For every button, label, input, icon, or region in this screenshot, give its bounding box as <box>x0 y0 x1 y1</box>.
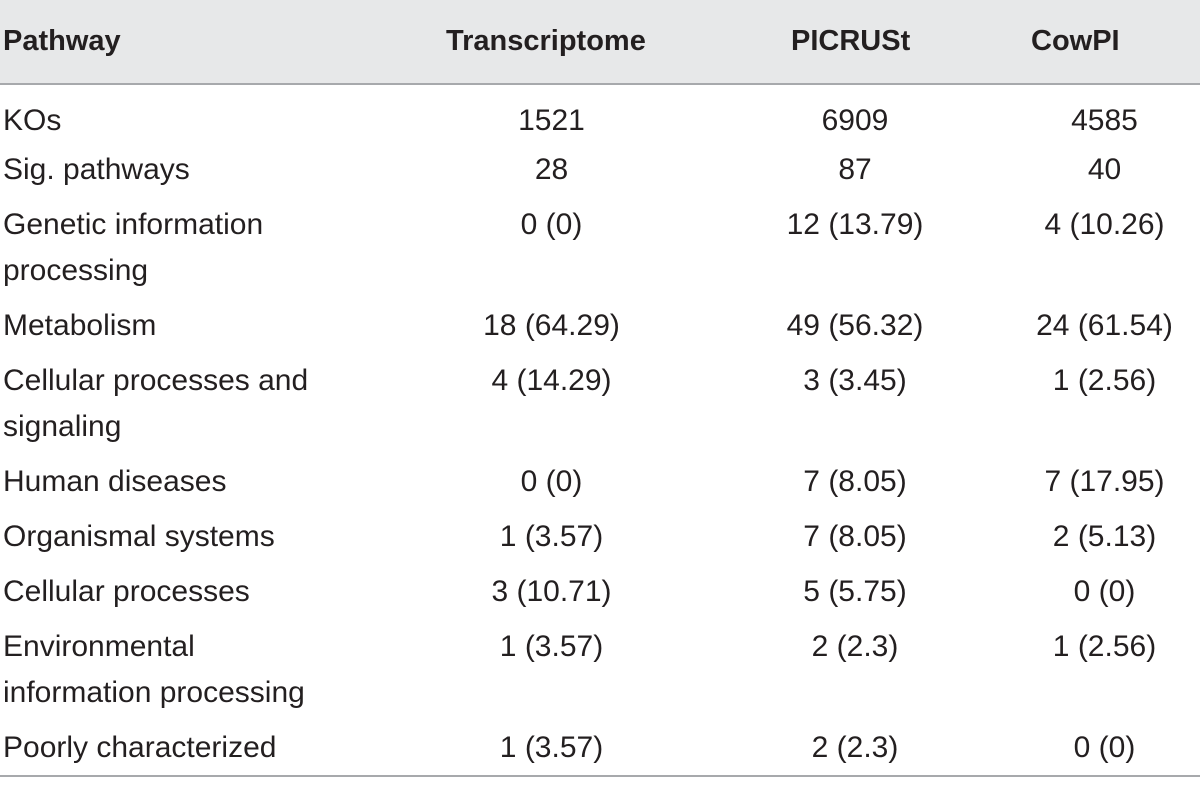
cell-picrust: 49 (56.32) <box>786 309 924 342</box>
pathway-table: Pathway Transcriptome PICRUSt CowPI KOs … <box>0 0 1200 777</box>
cell-transcriptome: 18 (64.29) <box>483 309 620 342</box>
cell-transcriptome: 0 (0) <box>520 208 583 241</box>
cell-pathway: Metabolism <box>3 309 157 342</box>
header-cowpi: CowPI <box>1009 0 1200 85</box>
cell-cowpi: 1 (2.56) <box>1052 364 1157 397</box>
cell-picrust: 5 (5.75) <box>803 575 907 608</box>
cell-pathway: Cellular processes and signaling <box>0 353 418 454</box>
table-row: Cellular processes and signaling 4 (14.29… <box>0 353 1200 454</box>
cell-cowpi: 0 (0) <box>1073 575 1136 608</box>
table-row: Environmental information processing 1 (3… <box>0 619 1200 720</box>
cell-picrust: 7 (8.05) <box>803 520 907 553</box>
table-header: Pathway Transcriptome PICRUSt CowPI <box>0 0 1200 85</box>
cell-transcriptome: 1 (3.57) <box>418 720 715 777</box>
cell-transcriptome: 1 (3.57) <box>499 630 604 663</box>
cell-picrust: 12 (13.79) <box>786 208 924 241</box>
table-row: Human diseases 0 (0) 7 (8.05) 7 (17.95) <box>0 454 1200 509</box>
cell-pathway-line1: Cellular processes and <box>3 364 309 397</box>
cell-pathway-line2: information processing <box>3 676 305 709</box>
cell-pathway: Human diseases <box>3 465 227 498</box>
cell-transcriptome: 4 (14.29) <box>491 364 612 397</box>
cell-picrust: 87 <box>838 153 872 186</box>
cell-pathway-line2: signaling <box>3 410 122 443</box>
table-row: KOs 1521 6909 4585 <box>0 84 1200 142</box>
cell-picrust: 2 (2.3) <box>811 630 899 663</box>
cell-picrust: 2 (2.3) <box>715 720 1009 777</box>
header-picrust: PICRUSt <box>715 0 1009 85</box>
table-row: Sig. pathways 28 87 40 <box>0 142 1200 197</box>
header-transcriptome: Transcriptome <box>418 0 715 85</box>
cell-pathway: Poorly characterized <box>0 720 418 777</box>
cell-pathway: Cellular processes <box>3 575 250 608</box>
table-body: KOs 1521 6909 4585 Sig. pathways 28 87 4… <box>0 84 1200 777</box>
cell-pathway-line2: processing <box>3 254 149 287</box>
cell-transcriptome: 28 <box>534 153 569 186</box>
cell-pathway: Sig. pathways <box>3 153 190 186</box>
table-row: Metabolism 18 (64.29) 49 (56.32) 24 (61.… <box>0 298 1200 353</box>
table-row: Organismal systems 1 (3.57) 7 (8.05) 2 (… <box>0 509 1200 564</box>
cell-cowpi: 1 (2.56) <box>1052 630 1157 663</box>
cell-cowpi: 0 (0) <box>1009 720 1200 777</box>
cell-picrust: 6909 <box>821 104 889 137</box>
cell-cowpi: 4 (10.26) <box>1044 208 1165 241</box>
header-pathway: Pathway <box>0 0 418 85</box>
cell-pathway: Organismal systems <box>3 520 275 553</box>
cell-transcriptome: 1521 <box>518 104 585 137</box>
cell-cowpi: 40 <box>1087 153 1122 186</box>
cell-cowpi: 4585 <box>1071 104 1138 137</box>
table-row: Cellular processes 3 (10.71) 5 (5.75) 0 … <box>0 564 1200 619</box>
cell-pathway: Environmental information processing <box>0 619 418 720</box>
cell-picrust: 3 (3.45) <box>803 364 907 397</box>
cell-pathway: KOs <box>3 104 62 137</box>
cell-pathway-line1: Environmental <box>3 630 195 663</box>
cell-transcriptome: 3 (10.71) <box>491 575 612 608</box>
cell-pathway: Genetic information processing <box>0 197 418 298</box>
cell-cowpi: 2 (5.13) <box>1052 520 1157 553</box>
header-row: Pathway Transcriptome PICRUSt CowPI <box>0 0 1200 85</box>
table-row: Genetic information processing 0 (0) 12 (… <box>0 197 1200 298</box>
cell-pathway-line1: Genetic information <box>3 208 264 241</box>
cell-cowpi: 7 (17.95) <box>1044 465 1165 498</box>
cell-transcriptome: 1 (3.57) <box>499 520 604 553</box>
cell-transcriptome: 0 (0) <box>520 465 583 498</box>
cell-picrust: 7 (8.05) <box>803 465 907 498</box>
table-row: Poorly characterized 1 (3.57) 2 (2.3) 0 … <box>0 720 1200 777</box>
cell-cowpi: 24 (61.54) <box>1036 309 1173 342</box>
